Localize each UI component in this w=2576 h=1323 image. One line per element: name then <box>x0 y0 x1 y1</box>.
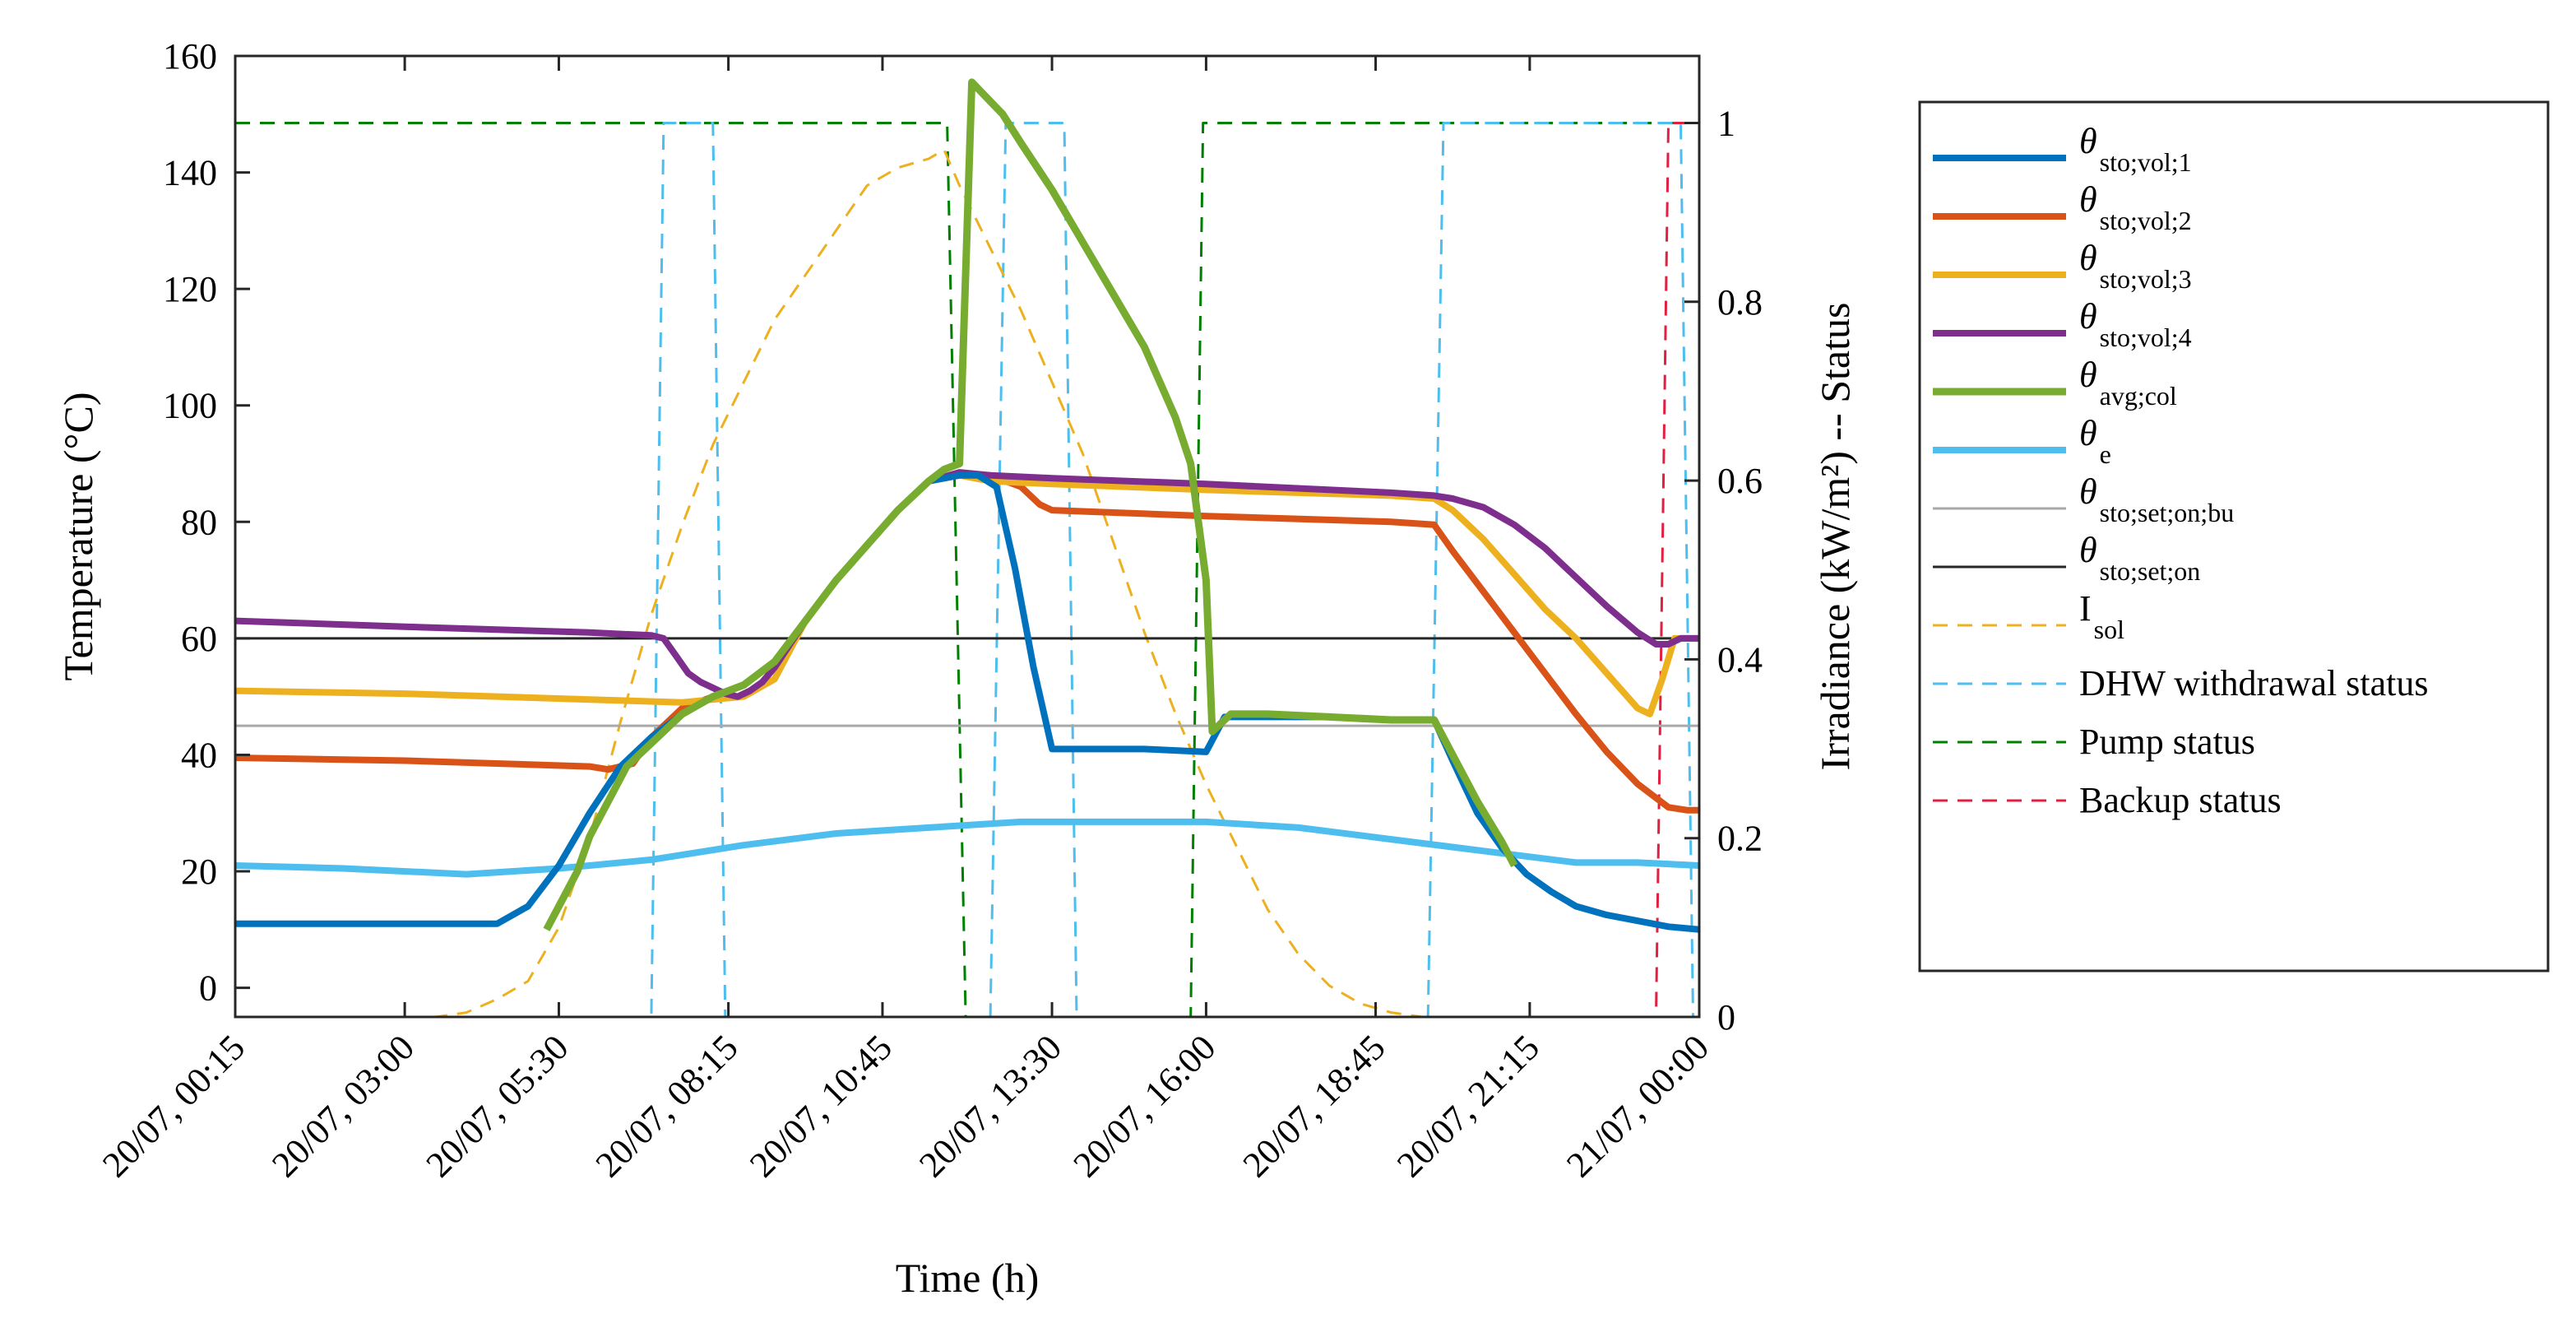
legend-label: θe <box>2079 413 2111 469</box>
x-axis-label: Time (h) <box>896 1255 1040 1301</box>
y-axis-right: 0 0.2 0.4 0.6 0.8 1 <box>1684 103 1763 1038</box>
series-line-5 <box>235 818 1699 878</box>
x-tick-label: 20/07, 05:30 <box>419 1027 577 1185</box>
y-left-tick-label: 60 <box>181 619 217 659</box>
legend-label: θsto;vol;1 <box>2079 121 2192 177</box>
legend-label: θsto;set;on <box>2079 530 2200 586</box>
legend-label: Pump status <box>2079 722 2255 762</box>
x-tick-label: 20/07, 00:15 <box>95 1027 253 1185</box>
x-tick-label: 20/07, 03:00 <box>264 1027 422 1185</box>
x-tick-label: 20/07, 21:15 <box>1389 1027 1547 1185</box>
y-right-tick-label: 0 <box>1717 997 1735 1038</box>
y-left-tick-label: 80 <box>181 502 217 542</box>
x-tick-label: 20/07, 16:00 <box>1066 1027 1224 1185</box>
y-left-tick-label: 160 <box>163 36 217 77</box>
y-axis-right-label: Irradiance (kW/m²) -- Status <box>1812 303 1858 771</box>
series-layer <box>235 78 1699 1017</box>
legend-label: Isol <box>2079 588 2124 644</box>
legend-label: θsto;set;on;bu <box>2079 471 2234 527</box>
y-left-tick-label: 140 <box>163 153 217 193</box>
legend-label: Backup status <box>2079 780 2282 820</box>
y-axis-left: 0 20 40 60 80 100 120 140 160 <box>163 36 250 1009</box>
y-axis-left-label: Temperature (°C) <box>55 392 101 680</box>
y-right-tick-label: 1 <box>1717 103 1735 143</box>
legend-label: DHW withdrawal status <box>2079 663 2428 703</box>
y-right-tick-label: 0.4 <box>1717 639 1763 680</box>
y-left-tick-label: 120 <box>163 269 217 309</box>
y-left-tick-label: 40 <box>181 735 217 775</box>
x-tick-label: 20/07, 18:45 <box>1235 1027 1393 1185</box>
y-left-tick-label: 20 <box>181 852 217 892</box>
y-right-tick-label: 0.8 <box>1717 282 1763 323</box>
plot-frame <box>234 54 1701 1019</box>
x-tick-label: 20/07, 08:15 <box>588 1027 746 1185</box>
legend-label: θsto;vol;4 <box>2079 296 2192 352</box>
y-left-tick-label: 0 <box>199 968 217 1009</box>
series-line-11 <box>235 122 1699 1017</box>
x-tick-label: 20/07, 13:30 <box>911 1027 1069 1185</box>
x-tick-label: 20/07, 10:45 <box>742 1027 900 1185</box>
y-right-tick-label: 0.6 <box>1717 461 1763 501</box>
series-line-8 <box>235 148 1699 1017</box>
legend-label: θavg;col <box>2079 355 2177 411</box>
y-left-tick-label: 100 <box>163 386 217 426</box>
legend-label: θsto;vol;3 <box>2079 238 2192 294</box>
y-right-tick-label: 0.2 <box>1717 819 1763 859</box>
x-tick-label: 21/07, 00:00 <box>1559 1027 1717 1185</box>
legend-label: θsto;vol;2 <box>2079 179 2192 235</box>
series-line-10 <box>235 122 1699 1017</box>
series-line-9 <box>235 122 1699 1017</box>
legend-box <box>1918 100 2550 973</box>
legend: θsto;vol;1θsto;vol;2θsto;vol;3θsto;vol;4… <box>1918 100 2550 973</box>
series-line-4 <box>543 78 1518 931</box>
